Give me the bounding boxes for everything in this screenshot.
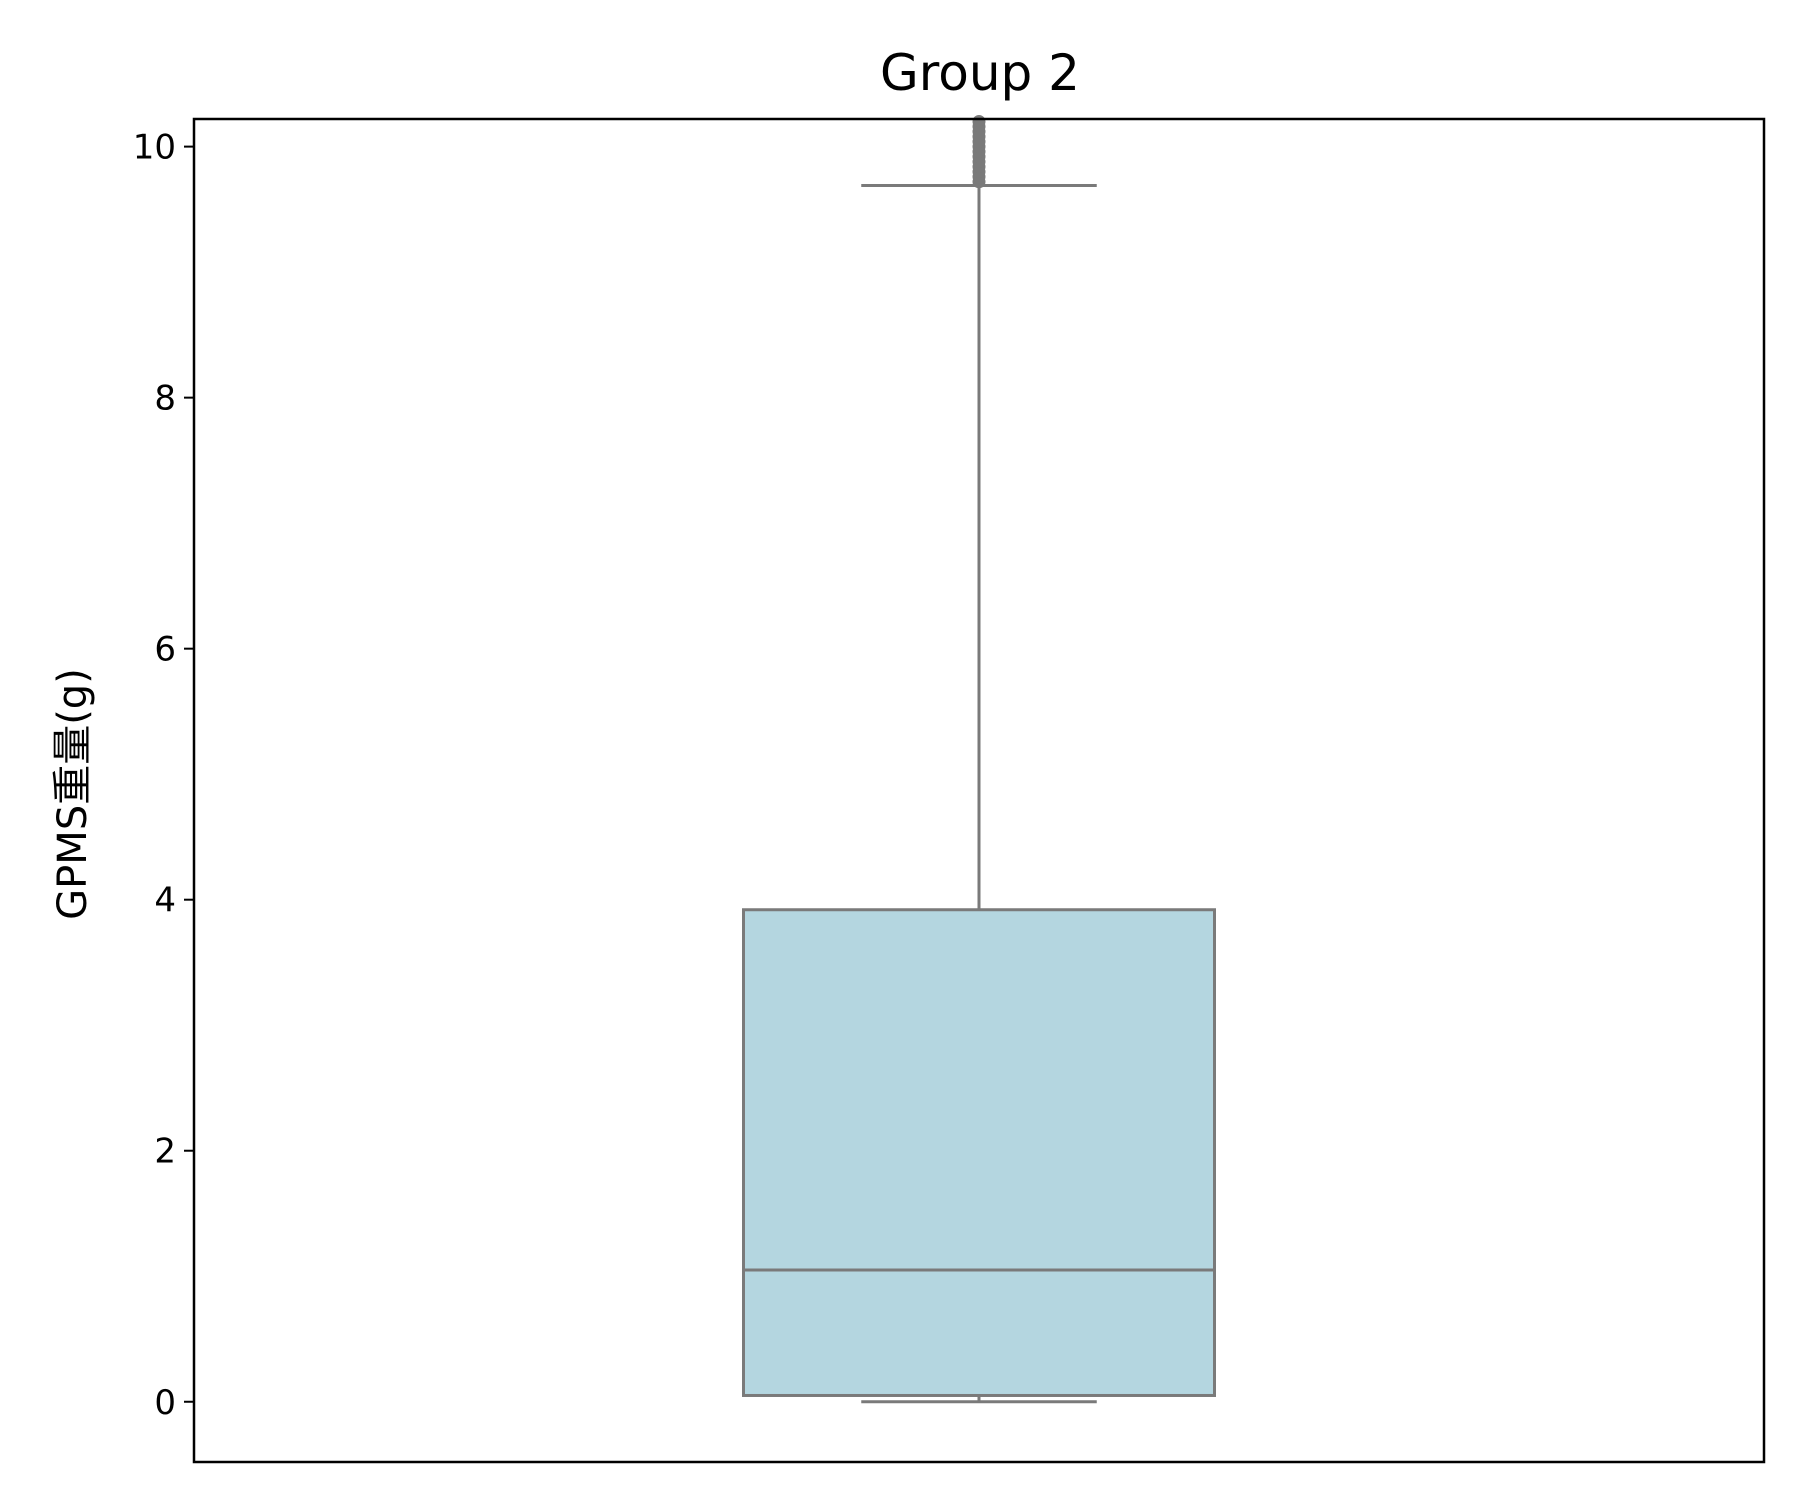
plot-area: 0 2 4 6 8 10 [133, 115, 1766, 1464]
y-tick-label: 0 [154, 1383, 176, 1423]
y-tick-label: 8 [154, 379, 176, 419]
y-tick-label: 4 [154, 881, 176, 921]
interquartile-box [742, 908, 1216, 1397]
y-tick-label: 2 [154, 1132, 176, 1172]
y-tick-label: 6 [154, 630, 176, 670]
y-tick-label: 10 [133, 128, 176, 168]
plot-frame [192, 117, 1766, 1464]
y-axis-label: GPMS重量(g) [50, 668, 96, 920]
outlier-point [972, 115, 986, 129]
chart-title: Group 2 [880, 44, 1080, 102]
